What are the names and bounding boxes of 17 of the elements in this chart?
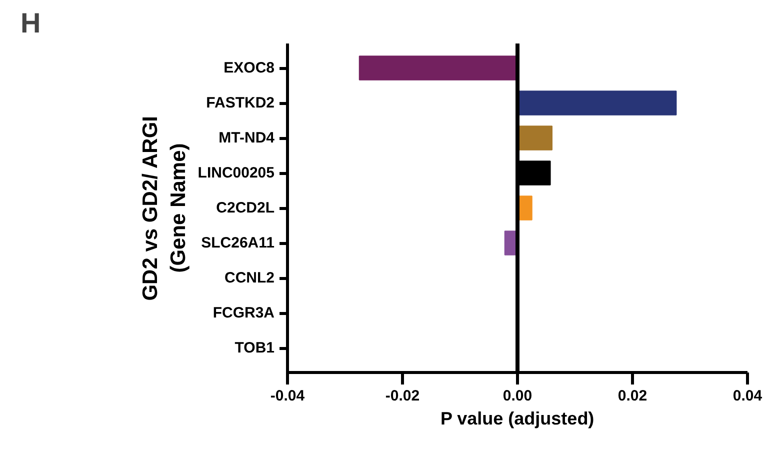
y-tick-label: FASTKD2 (206, 94, 274, 112)
y-tick-label: MT-ND4 (218, 130, 276, 146)
y-tick-label: EXOC8 (224, 60, 275, 76)
y-tick-label: CCNL2 (224, 270, 275, 286)
y-tick-label: FCGR3A (212, 304, 275, 322)
x-tick-label: -0.04 (270, 388, 306, 404)
y-tick-label: SLC26A11 (201, 234, 274, 252)
x-tick-label: -0.02 (385, 388, 420, 404)
y-tick-label: TOB1 (234, 340, 274, 356)
text: H (20, 8, 41, 38)
y-tick-label: LINC00205 (198, 164, 275, 182)
x-tick-label: 0.02 (618, 388, 648, 404)
x-tick-label: 0.00 (502, 388, 532, 404)
y-tick-label: C2CD2L (216, 200, 275, 216)
x-axis-title: P value (adjusted) (440, 408, 594, 428)
x-tick-label: 0.04 (732, 388, 763, 404)
y-axis-title: GD2 vs GD2/ ARGI (Gene Name) (139, 116, 190, 301)
